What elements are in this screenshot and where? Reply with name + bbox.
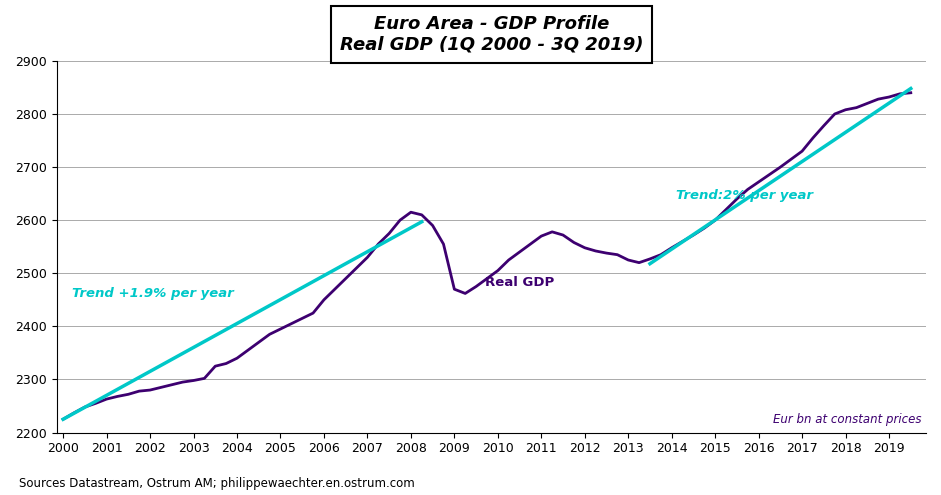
Text: Real GDP: Real GDP <box>485 276 554 289</box>
Text: Eur bn at constant prices: Eur bn at constant prices <box>774 413 921 426</box>
Title: Euro Area - GDP Profile
Real GDP (1Q 2000 - 3Q 2019): Euro Area - GDP Profile Real GDP (1Q 200… <box>340 15 643 54</box>
Text: Sources Datastream, Ostrum AM; philippewaechter.en.ostrum.com: Sources Datastream, Ostrum AM; philippew… <box>19 477 415 490</box>
Text: Trend +1.9% per year: Trend +1.9% per year <box>72 287 233 300</box>
Text: Trend:2% per year: Trend:2% per year <box>676 189 813 202</box>
